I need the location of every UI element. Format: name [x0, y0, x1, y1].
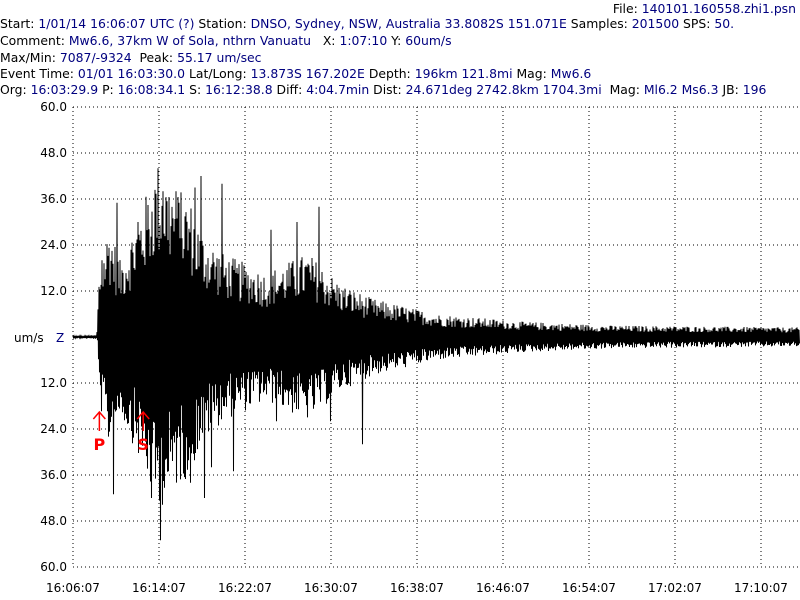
- header-line-3: Comment: Mw6.6, 37km W of Sola, nthrn Va…: [0, 32, 800, 49]
- y-tick-label: 60.0: [40, 100, 67, 114]
- y-tick-label: 48.0: [40, 146, 67, 160]
- depth-value: 196km 121.8mi: [414, 66, 513, 81]
- file-value: 140101.160558.zhi1.psn: [641, 1, 796, 16]
- latlong-value: 13.873S 167.202E: [250, 66, 365, 81]
- maxmin-value: 7087/-9324: [59, 50, 132, 65]
- peak-label: Peak:: [139, 50, 174, 65]
- diff-label: Diff:: [276, 82, 303, 97]
- x-tick-label: 16:22:07: [218, 581, 272, 595]
- dist-value: 24.671deg 2742.8km 1704.3mi: [405, 82, 602, 97]
- org-value: 16:03:29.9: [30, 82, 99, 97]
- x-tick-label: 16:46:07: [476, 581, 530, 595]
- mag2-label: Mag:: [609, 82, 640, 97]
- x-tick-label: 17:10:07: [734, 581, 788, 595]
- y-tick-label: 12.0: [40, 376, 67, 390]
- peak-value: 55.17 um/sec: [177, 50, 262, 65]
- p-value: 16:08:34.1: [117, 82, 186, 97]
- x-tick-label: 16:14:07: [132, 581, 186, 595]
- s-value: 16:12:38.8: [205, 82, 273, 97]
- x-value: 1:07:10: [339, 33, 388, 48]
- start-label: Start:: [0, 16, 35, 31]
- mag-label: Mag:: [516, 66, 547, 81]
- station-label: Station:: [198, 16, 247, 31]
- event-time-value: 01/01 16:03:30.0: [77, 66, 186, 81]
- x-tick-labels: 16:06:07 16:14:07 16:22:07 16:30:07 16:38:07…: [46, 581, 788, 595]
- mag-value: Mw6.6: [550, 66, 592, 81]
- y-tick-label: 36.0: [40, 192, 67, 206]
- y-label: Y:: [391, 33, 402, 48]
- header-line-6: Org: 16:03:29.9 P: 16:08:34.1 S: 16:12:3…: [0, 81, 800, 98]
- event-time-label: Event Time:: [0, 66, 74, 81]
- s-label: S:: [189, 82, 202, 97]
- samples-label: Samples:: [570, 16, 628, 31]
- p-phase-arrow: [92, 410, 106, 431]
- org-label: Org:: [0, 82, 27, 97]
- dist-label: Dist:: [373, 82, 402, 97]
- start-value: 1/01/14 16:06:07 UTC (?): [38, 16, 195, 31]
- y-tick-label: 48.0: [40, 514, 67, 528]
- y-tick-label: 24.0: [40, 422, 67, 436]
- latlong-label: Lat/Long:: [188, 66, 247, 81]
- y-tick-label: 36.0: [40, 468, 67, 482]
- x-label: X:: [322, 33, 336, 48]
- y-tick-label: 24.0: [40, 238, 67, 252]
- depth-label: Depth:: [368, 66, 411, 81]
- sps-label: SPS:: [683, 16, 711, 31]
- header-line-1: File: 140101.160558.zhi1.psn: [0, 0, 800, 17]
- channel-label: Z: [56, 331, 64, 345]
- comment-label: Comment:: [0, 33, 65, 48]
- jb-label: JB:: [722, 82, 739, 97]
- header-line-5: Event Time: 01/01 16:03:30.0 Lat/Long: 1…: [0, 65, 800, 82]
- y-value: 60um/s: [405, 33, 452, 48]
- header-line-4: Max/Min: 7087/-9324 Peak: 55.17 um/sec: [0, 49, 800, 66]
- s-phase-arrow: [136, 410, 150, 431]
- x-tick-label: 16:06:07: [46, 581, 100, 595]
- y-tick-labels: 60.0 48.0 36.0 24.0 12.0 12.0 24.0 36.0 48.0 60.0: [40, 100, 67, 574]
- s-phase-label: S: [137, 435, 149, 454]
- y-tick-label: 12.0: [40, 284, 67, 298]
- sps-value: 50.: [714, 16, 735, 31]
- maxmin-label: Max/Min:: [0, 50, 56, 65]
- station-value: DNSO, Sydney, NSW, Australia 33.8082S 15…: [250, 16, 567, 31]
- trace-line: [72, 168, 800, 541]
- samples-value: 201500: [631, 16, 680, 31]
- x-tick-label: 16:54:07: [562, 581, 616, 595]
- y-tick-label: 60.0: [40, 560, 67, 574]
- x-tick-label: 16:38:07: [390, 581, 444, 595]
- jb-value: 196: [742, 82, 767, 97]
- x-tick-label: 17:02:07: [648, 581, 702, 595]
- grid-layer: [72, 106, 800, 568]
- comment-value: Mw6.6, 37km W of Sola, nthrn Vanuatu: [68, 33, 311, 48]
- x-tick-label: 16:30:07: [304, 581, 358, 595]
- file-label: File:: [612, 1, 638, 16]
- p-label: P:: [102, 82, 114, 97]
- p-phase-label: P: [93, 435, 105, 454]
- mag2-value: Ml6.2 Ms6.3: [643, 82, 719, 97]
- header-line-2: Start: 1/01/14 16:06:07 UTC (?) Station:…: [0, 15, 800, 32]
- y-axis-label: um/s: [14, 331, 44, 345]
- diff-value: 4:04.7min: [306, 82, 370, 97]
